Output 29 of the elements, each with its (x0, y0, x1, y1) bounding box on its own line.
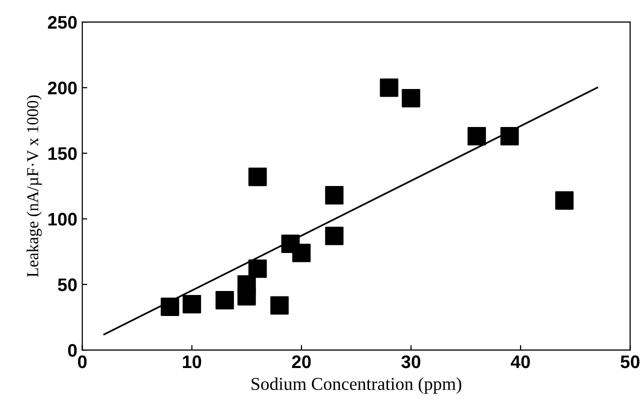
point (248, 260, 267, 278)
x-axis-title: Sodium Concentration (ppm) (252, 377, 462, 394)
point (292, 244, 311, 262)
point (216, 291, 234, 310)
point (402, 88, 420, 108)
x-tick-label: 20 (292, 355, 311, 368)
point (380, 78, 398, 97)
point (237, 275, 256, 294)
y-tick-label: 200 (48, 82, 77, 94)
point (500, 127, 519, 146)
x-tick-label: 50 (620, 355, 640, 368)
y-tick-label: 50 (58, 278, 77, 292)
y-tick-label: 150 (48, 147, 77, 160)
x-tick-label: 0 (78, 355, 87, 368)
y-tick-label: 0 (68, 344, 77, 357)
point (270, 296, 289, 315)
y-tick-label: 250 (48, 16, 77, 29)
point (555, 191, 574, 210)
x-tick-label: 30 (401, 355, 420, 368)
point (248, 168, 267, 186)
point (182, 294, 202, 314)
x-tick-label: 40 (510, 355, 530, 368)
y-tick-label: 100 (48, 212, 77, 226)
point (325, 226, 344, 246)
point (468, 127, 486, 146)
x-tick-label: 10 (182, 355, 202, 368)
point (160, 298, 180, 316)
point (325, 186, 344, 204)
y-axis-title: Leakage (nA/µF·V x 1000) (26, 95, 42, 278)
